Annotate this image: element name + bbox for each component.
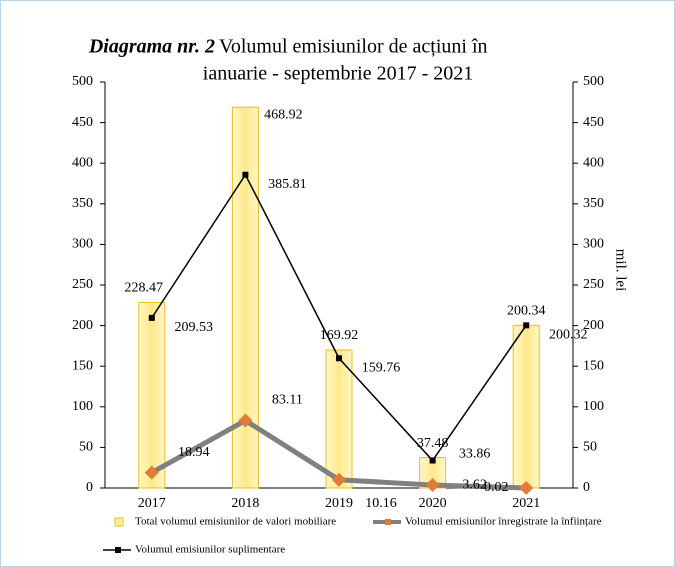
- bar: [138, 301, 166, 489]
- y-tick-label: 300: [72, 237, 93, 252]
- data-label: 33.86: [459, 447, 491, 462]
- y2-tick-label: 200: [583, 318, 604, 333]
- y2-tick-label: 500: [583, 74, 604, 89]
- bar: [325, 349, 353, 489]
- legend-label: Volumul emisiunilor înregistrate la înfi…: [405, 516, 602, 528]
- data-label: 83.11: [272, 393, 303, 408]
- y2-axis-label: mil. lei: [613, 249, 629, 292]
- legend-swatch: [114, 517, 124, 527]
- title: ianuarie - septembrie 2017 - 2021: [203, 63, 473, 85]
- data-label: 18.94: [178, 445, 210, 460]
- y2-tick-label: 250: [583, 277, 604, 292]
- title: Volumul emisiunilor de acțiuni în: [219, 36, 488, 58]
- y2-tick-label: 350: [583, 196, 604, 211]
- y2-tick-label: 300: [583, 237, 604, 252]
- legend-swatch: [385, 519, 391, 525]
- marker: [336, 355, 342, 362]
- data-label: 228.47: [125, 281, 164, 296]
- data-label: 37.48: [417, 436, 449, 451]
- x-tick-label: 2019: [325, 496, 353, 511]
- y-tick-label: 450: [72, 115, 93, 130]
- marker: [238, 413, 253, 428]
- legend-label: Volumul emisiunilor suplimentare: [135, 544, 285, 556]
- y-tick-label: 150: [72, 358, 93, 373]
- x-tick-label: 2021: [512, 496, 540, 511]
- legend-label: Total volumul emisiunilor de valori mobi…: [135, 516, 336, 528]
- data-label: 3.62: [462, 477, 487, 492]
- marker: [144, 465, 159, 480]
- marker: [519, 480, 534, 495]
- y2-tick-label: 450: [583, 115, 604, 130]
- data-label: 159.76: [362, 360, 401, 375]
- y-tick-label: 50: [79, 440, 93, 455]
- marker: [148, 314, 155, 321]
- y2-tick-label: 400: [583, 155, 604, 170]
- y2-tick-label: 100: [583, 399, 604, 414]
- data-label: 200.32: [549, 328, 588, 343]
- x-tick-label: 2017: [138, 496, 166, 511]
- y-tick-label: 400: [72, 155, 93, 170]
- y-tick-label: 0: [86, 480, 93, 495]
- marker: [523, 322, 530, 329]
- marker: [242, 171, 249, 178]
- title-emphasis: Diagrama nr. 2: [88, 36, 215, 58]
- data-label: 0.02: [484, 480, 509, 495]
- bar: [512, 324, 540, 489]
- y2-tick-label: 0: [583, 480, 590, 495]
- y-tick-label: 250: [72, 277, 93, 292]
- data-label: 468.92: [264, 107, 303, 122]
- legend-swatch: [115, 547, 121, 553]
- marker: [429, 457, 436, 464]
- bar: [231, 106, 259, 489]
- marker: [332, 472, 346, 487]
- data-label: 10.16: [365, 496, 397, 511]
- data-label: 209.53: [175, 320, 214, 335]
- x-tick-label: 2018: [231, 496, 259, 511]
- y2-tick-label: 50: [583, 440, 597, 455]
- y-tick-label: 100: [72, 399, 93, 414]
- data-label: 385.81: [268, 177, 307, 192]
- y-tick-label: 500: [72, 74, 93, 89]
- marker: [425, 478, 440, 493]
- y-tick-label: 350: [72, 196, 93, 211]
- y-tick-label: 200: [72, 318, 93, 333]
- data-label: 200.34: [507, 304, 546, 319]
- x-tick-label: 2020: [419, 496, 447, 511]
- y2-tick-label: 150: [583, 358, 604, 373]
